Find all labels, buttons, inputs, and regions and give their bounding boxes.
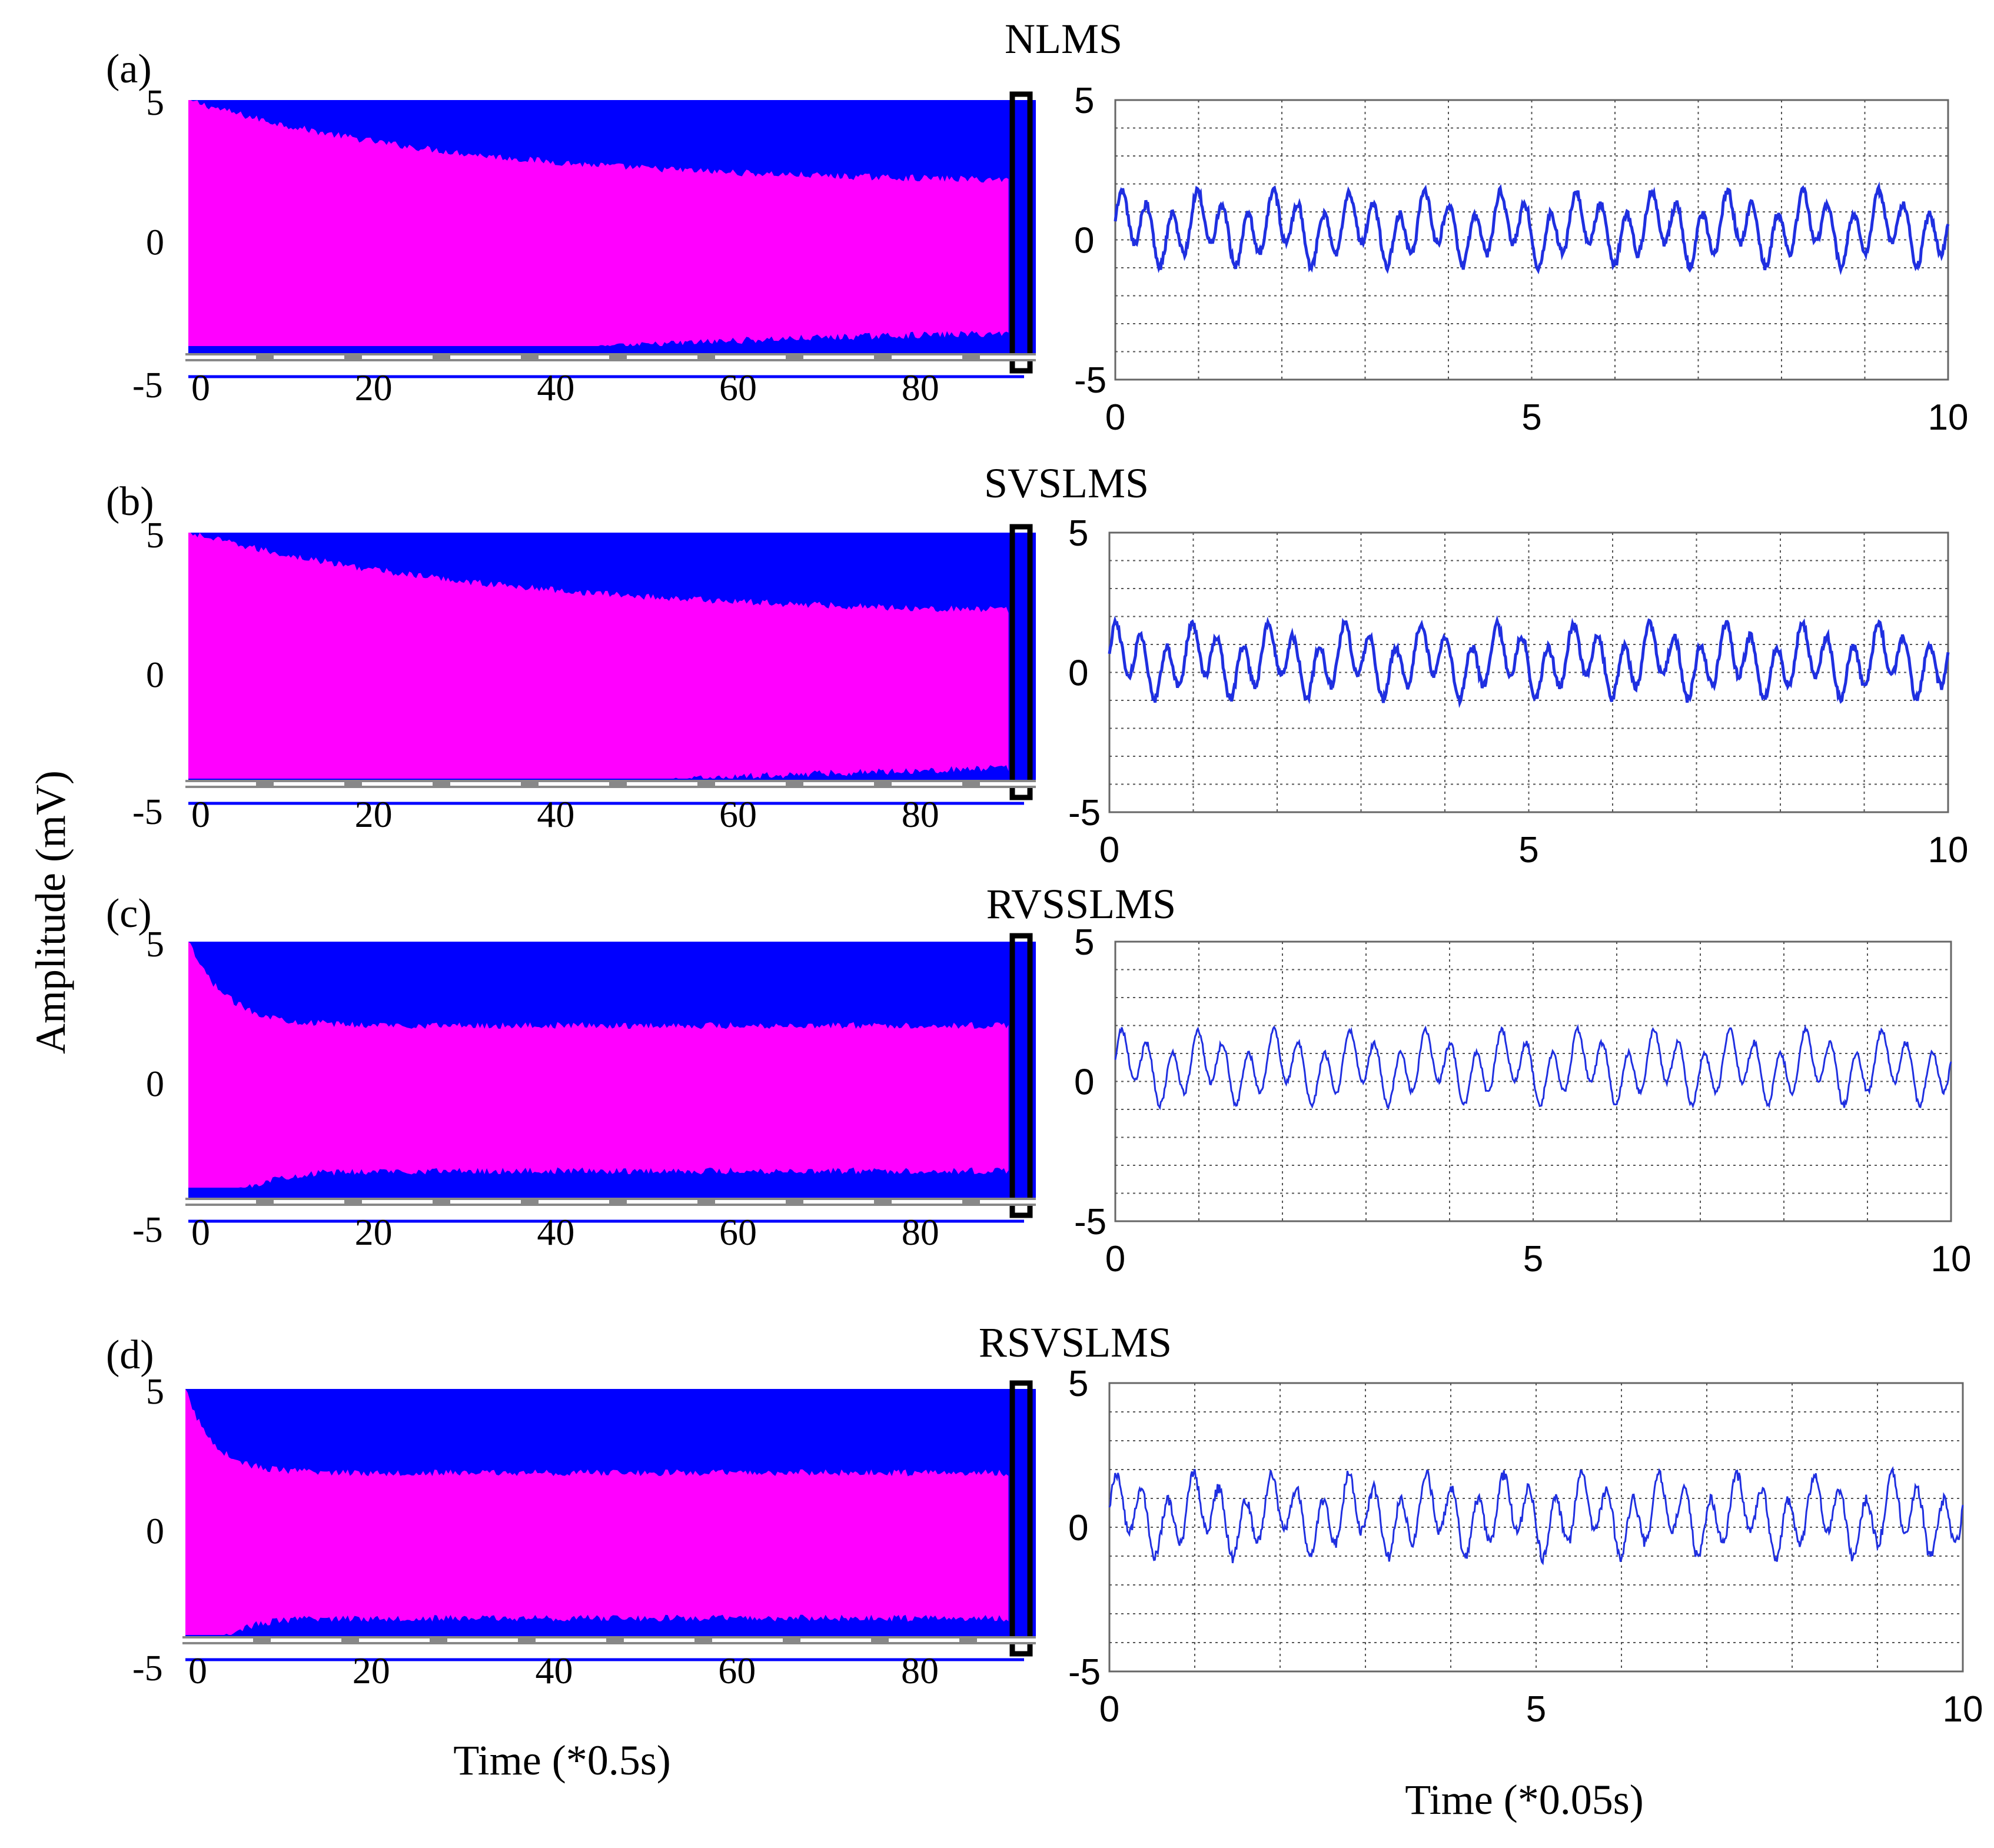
x-tick-label: 0 bbox=[191, 367, 210, 408]
x-tick-label: 40 bbox=[536, 1650, 573, 1691]
y-tick-label: 0 bbox=[1068, 653, 1088, 694]
x-tick-label: 5 bbox=[1518, 830, 1538, 870]
waveform-line bbox=[1108, 1466, 1964, 1566]
x-tick-label: 80 bbox=[902, 793, 939, 835]
y-tick-label: 0 bbox=[146, 1065, 164, 1105]
x-tick-label: 60 bbox=[719, 793, 757, 835]
zoom-box bbox=[1009, 524, 1033, 800]
x-tick-label: 40 bbox=[537, 367, 574, 408]
waveform-line bbox=[1108, 615, 1950, 709]
error-band bbox=[185, 1389, 1009, 1635]
y-tick-label: 0 bbox=[1074, 1062, 1094, 1103]
y-tick-label: 0 bbox=[1068, 1508, 1088, 1548]
x-tick-label: 40 bbox=[537, 1211, 574, 1253]
x-tick-label: 0 bbox=[188, 1650, 207, 1691]
x-tick-label: 80 bbox=[902, 1211, 939, 1253]
panel-title: RVSSLMS bbox=[986, 880, 1176, 928]
x-tick-label: 10 bbox=[1931, 1239, 1972, 1279]
error-band bbox=[188, 100, 1009, 346]
error-band bbox=[188, 533, 1009, 779]
y-tick-label: -5 bbox=[132, 1648, 163, 1689]
y-tick-label: -5 bbox=[132, 365, 163, 406]
x-tick-label: 0 bbox=[1105, 1239, 1125, 1279]
x-axis-bar bbox=[185, 780, 1036, 788]
x-tick-label: 20 bbox=[355, 367, 393, 408]
x-tick-label: 10 bbox=[1928, 830, 1969, 870]
panel-title: RSVSLMS bbox=[979, 1319, 1172, 1366]
x-axis-bar bbox=[185, 353, 1036, 361]
y-tick-label: 5 bbox=[1074, 81, 1094, 121]
x-tick-label: 60 bbox=[718, 1650, 756, 1691]
x-tick-label: 10 bbox=[1928, 397, 1969, 438]
x-tick-label: 0 bbox=[1099, 1689, 1119, 1730]
x-tick-label: 60 bbox=[719, 367, 757, 408]
y-tick-label: -5 bbox=[1068, 1652, 1101, 1693]
y-tick-label: 5 bbox=[1068, 513, 1088, 554]
x-tick-label: 0 bbox=[1105, 397, 1125, 438]
x-tick-label: 10 bbox=[1943, 1689, 1983, 1730]
x-tick-label: 0 bbox=[191, 1211, 210, 1253]
y-tick-label: 0 bbox=[146, 1512, 164, 1552]
y-tick-label: 5 bbox=[146, 516, 164, 556]
y-tick-label: 5 bbox=[1068, 1364, 1088, 1404]
y-axis-label: Amplitude (mV) bbox=[27, 770, 74, 1054]
x-tick-label: 80 bbox=[901, 1650, 939, 1691]
panel-letter: (b) bbox=[106, 479, 154, 524]
x-tick-label: 20 bbox=[355, 1211, 393, 1253]
y-tick-label: 5 bbox=[146, 1372, 164, 1412]
x-tick-label: 20 bbox=[355, 793, 393, 835]
panel-letter: (c) bbox=[106, 891, 152, 936]
y-tick-label: -5 bbox=[1068, 793, 1101, 833]
y-tick-label: -5 bbox=[1074, 360, 1106, 401]
y-tick-label: -5 bbox=[1074, 1202, 1106, 1242]
x-tick-label: 20 bbox=[353, 1650, 390, 1691]
x-tick-label: 5 bbox=[1521, 397, 1541, 438]
y-tick-label: 0 bbox=[1074, 221, 1094, 261]
x-tick-label: 5 bbox=[1523, 1239, 1543, 1279]
y-tick-label: 0 bbox=[146, 656, 164, 696]
waveform-line bbox=[1114, 1023, 1952, 1111]
x-tick-label: 5 bbox=[1526, 1689, 1546, 1730]
error-band bbox=[188, 942, 1009, 1188]
waveform-line bbox=[1114, 181, 1950, 275]
x-tick-label: 0 bbox=[191, 793, 210, 835]
x-axis-bar bbox=[182, 1636, 1036, 1644]
zoom-box bbox=[1009, 933, 1033, 1218]
y-tick-label: 5 bbox=[146, 83, 164, 123]
zoom-box bbox=[1009, 91, 1033, 374]
panel-title: NLMS bbox=[1005, 15, 1122, 62]
y-tick-label: 0 bbox=[146, 223, 164, 263]
right-x-axis-label: Time (*0.05s) bbox=[1405, 1776, 1643, 1823]
x-tick-label: 40 bbox=[537, 793, 574, 835]
panel-title: SVSLMS bbox=[984, 460, 1149, 507]
left-x-axis-label: Time (*0.5s) bbox=[453, 1737, 670, 1784]
panel-letter: (d) bbox=[106, 1332, 154, 1378]
y-tick-label: -5 bbox=[132, 1210, 163, 1250]
x-tick-label: 80 bbox=[902, 367, 939, 408]
x-tick-label: 60 bbox=[719, 1211, 757, 1253]
panel-letter: (a) bbox=[106, 46, 152, 92]
y-tick-label: -5 bbox=[132, 792, 163, 832]
y-tick-label: 5 bbox=[146, 925, 164, 965]
y-tick-label: 5 bbox=[1074, 922, 1094, 963]
zoom-box bbox=[1009, 1380, 1033, 1657]
x-tick-label: 0 bbox=[1099, 830, 1119, 870]
x-axis-bar bbox=[185, 1198, 1036, 1206]
